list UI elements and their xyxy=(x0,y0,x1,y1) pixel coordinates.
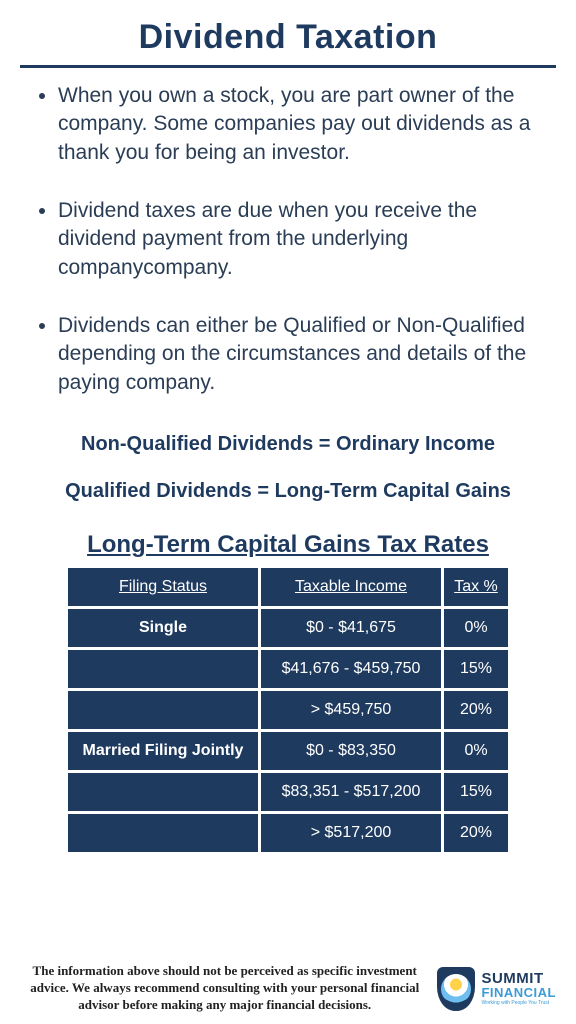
col-header-status: Filing Status xyxy=(68,568,258,606)
logo-line-1: SUMMIT xyxy=(481,971,556,986)
table-header-row: Filing Status Taxable Income Tax % xyxy=(68,568,508,606)
cell-status xyxy=(68,773,258,811)
cell-status xyxy=(68,650,258,688)
col-header-income: Taxable Income xyxy=(261,568,441,606)
cell-status xyxy=(68,814,258,852)
cell-tax: 20% xyxy=(444,814,508,852)
bullet-item: Dividends can either be Qualified or Non… xyxy=(58,312,548,397)
bullet-item: When you own a stock, you are part owner… xyxy=(58,82,548,167)
footer: The information above should not be perc… xyxy=(20,955,556,1014)
table-row: > $517,200 20% xyxy=(68,814,508,852)
table-title: Long-Term Capital Gains Tax Rates xyxy=(20,531,556,559)
cell-income: > $459,750 xyxy=(261,691,441,729)
equation-qualified: Qualified Dividends = Long-Term Capital … xyxy=(20,480,556,503)
equation-non-qualified: Non-Qualified Dividends = Ordinary Incom… xyxy=(20,433,556,456)
page-title: Dividend Taxation xyxy=(20,18,556,57)
cell-income: > $517,200 xyxy=(261,814,441,852)
cell-status: Married Filing Jointly xyxy=(68,732,258,770)
logo-line-2: FINANCIAL xyxy=(481,986,556,999)
table-row: $41,676 - $459,750 15% xyxy=(68,650,508,688)
cell-income: $0 - $83,350 xyxy=(261,732,441,770)
bullet-list: When you own a stock, you are part owner… xyxy=(20,82,556,427)
bullet-item: Dividend taxes are due when you receive … xyxy=(58,197,548,282)
cell-tax: 20% xyxy=(444,691,508,729)
cell-income: $0 - $41,675 xyxy=(261,609,441,647)
cell-tax: 0% xyxy=(444,609,508,647)
table-row: Single $0 - $41,675 0% xyxy=(68,609,508,647)
table-row: $83,351 - $517,200 15% xyxy=(68,773,508,811)
logo-shield-icon xyxy=(437,967,475,1011)
cell-tax: 15% xyxy=(444,773,508,811)
table-row: > $459,750 20% xyxy=(68,691,508,729)
tax-rates-table: Filing Status Taxable Income Tax % Singl… xyxy=(65,565,511,855)
cell-status: Single xyxy=(68,609,258,647)
cell-tax: 0% xyxy=(444,732,508,770)
cell-income: $83,351 - $517,200 xyxy=(261,773,441,811)
cell-income: $41,676 - $459,750 xyxy=(261,650,441,688)
company-logo: SUMMIT FINANCIAL Working with People You… xyxy=(437,967,556,1011)
col-header-tax: Tax % xyxy=(444,568,508,606)
logo-tagline: Working with People You Trust xyxy=(481,1001,556,1006)
logo-text: SUMMIT FINANCIAL Working with People You… xyxy=(481,971,556,1006)
disclaimer-text: The information above should not be perc… xyxy=(20,963,429,1014)
table-row: Married Filing Jointly $0 - $83,350 0% xyxy=(68,732,508,770)
cell-tax: 15% xyxy=(444,650,508,688)
cell-status xyxy=(68,691,258,729)
title-divider xyxy=(20,65,556,68)
